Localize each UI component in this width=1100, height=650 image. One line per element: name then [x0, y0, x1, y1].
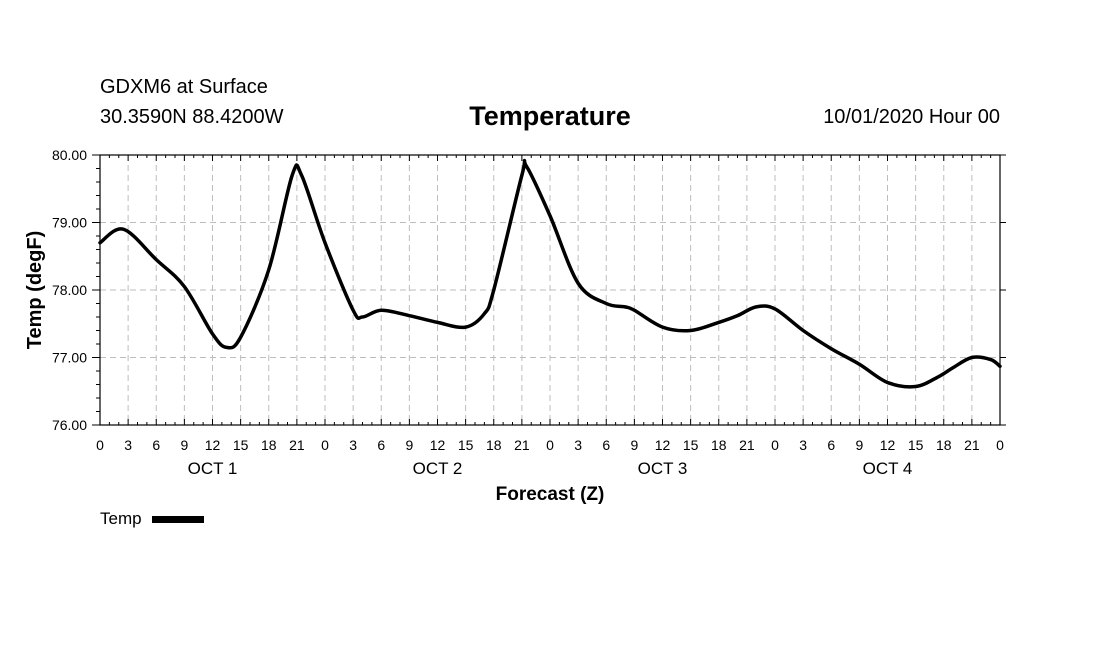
day-label: OCT 1 — [188, 459, 238, 478]
x-tick-label: 21 — [739, 437, 755, 453]
x-tick-label: 6 — [602, 437, 610, 453]
y-tick-label: 79.00 — [52, 215, 87, 231]
x-tick-label: 0 — [96, 437, 104, 453]
y-tick-label: 78.00 — [52, 282, 87, 298]
x-tick-label: 6 — [152, 437, 160, 453]
station-coordinates: 30.3590N 88.4200W — [100, 106, 284, 128]
x-tick-label: 0 — [996, 437, 1004, 453]
x-tick-label: 15 — [908, 437, 924, 453]
x-tick-label: 9 — [630, 437, 638, 453]
x-tick-label: 0 — [321, 437, 329, 453]
x-tick-label: 12 — [205, 437, 221, 453]
x-axis-title: Forecast (Z) — [496, 484, 605, 505]
x-tick-label: 12 — [880, 437, 896, 453]
x-tick-label: 21 — [289, 437, 305, 453]
x-tick-label: 12 — [430, 437, 446, 453]
x-tick-label: 15 — [233, 437, 249, 453]
y-tick-label: 77.00 — [52, 350, 87, 366]
y-tick-label: 80.00 — [52, 147, 87, 163]
axis-ticks — [92, 154, 1006, 426]
x-tick-label: 15 — [458, 437, 474, 453]
x-tick-label: 6 — [377, 437, 385, 453]
x-tick-label: 18 — [486, 437, 502, 453]
x-tick-label: 18 — [936, 437, 952, 453]
x-tick-label: 21 — [964, 437, 980, 453]
station-name: GDXM6 at Surface — [100, 76, 268, 98]
page-title: Temperature — [469, 101, 631, 131]
x-tick-label: 0 — [771, 437, 779, 453]
x-tick-label: 9 — [855, 437, 863, 453]
x-tick-label: 12 — [655, 437, 671, 453]
x-tick-label: 3 — [124, 437, 132, 453]
x-tick-label: 6 — [827, 437, 835, 453]
x-tick-label: 9 — [180, 437, 188, 453]
x-tick-label: 0 — [546, 437, 554, 453]
x-tick-label: 18 — [711, 437, 727, 453]
y-tick-label: 76.00 — [52, 417, 87, 433]
day-label: OCT 3 — [638, 459, 688, 478]
day-label: OCT 4 — [863, 459, 913, 478]
grid-lines — [100, 155, 1000, 425]
series-line-temp — [98, 158, 1002, 389]
x-tick-label: 9 — [405, 437, 413, 453]
legend: Temp — [100, 509, 204, 529]
day-label: OCT 2 — [413, 459, 463, 478]
legend-label: Temp — [100, 509, 142, 528]
forecast-datetime: 10/01/2020 Hour 00 — [823, 106, 1000, 128]
x-tick-label: 15 — [683, 437, 699, 453]
x-tick-label: 3 — [799, 437, 807, 453]
y-axis-title: Temp (degF) — [24, 231, 46, 350]
x-tick-label: 3 — [574, 437, 582, 453]
x-tick-label: 18 — [261, 437, 277, 453]
legend-swatch-temp — [151, 515, 204, 523]
axis-labels: 0 3 6 9 12 15 18 21 0 3 6 9 12 15 18 21 0 3 6 9 12 15 18 21 0 3 6 9… — [52, 147, 1004, 478]
x-tick-label: 21 — [514, 437, 530, 453]
x-tick-label: 3 — [349, 437, 357, 453]
